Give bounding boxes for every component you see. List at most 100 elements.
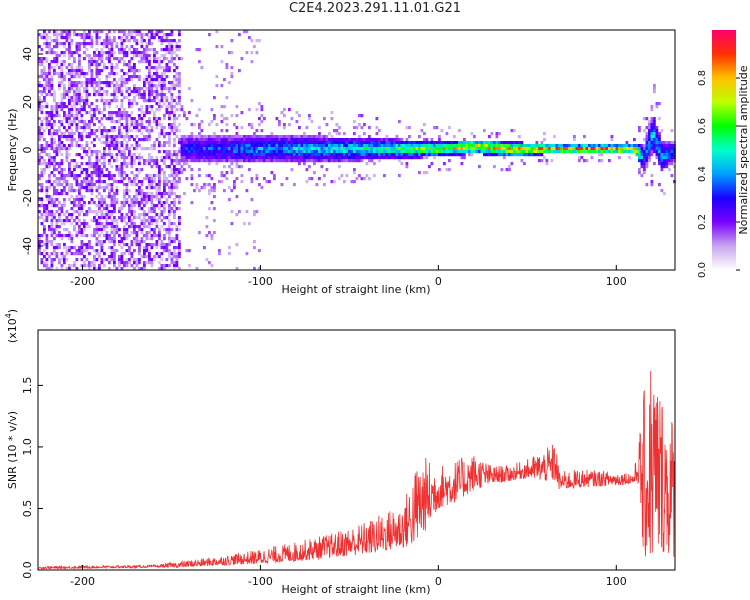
spectrogram-cell — [110, 120, 114, 124]
spectrogram-cell — [558, 147, 561, 151]
spectrogram-cell — [178, 93, 181, 97]
spectrogram-cell — [183, 159, 186, 163]
spectrogram-cell — [113, 261, 116, 265]
spectrogram-cell — [60, 120, 64, 124]
spectrogram-cell — [645, 165, 649, 169]
spectrogram-cell — [100, 216, 104, 220]
spectrogram-cell — [60, 159, 64, 163]
spectrogram-cell — [185, 159, 189, 163]
spectrogram-cell — [100, 168, 104, 172]
spectrogram-cell — [153, 90, 156, 94]
spectrogram-cell — [233, 159, 236, 163]
spectrogram-cell — [50, 138, 54, 142]
spectrogram-cell — [348, 138, 351, 142]
spectrogram-cell — [153, 117, 156, 121]
spectrogram-cell — [125, 45, 129, 49]
spectrogram-cell — [173, 216, 176, 220]
spectrogram-cell — [100, 156, 104, 160]
spectrogram-cell — [173, 237, 176, 241]
spectrogram-cell — [90, 261, 94, 265]
spectrogram-cell — [58, 138, 61, 142]
spectrogram-cell — [118, 87, 121, 91]
spectrogram-cell — [493, 153, 496, 157]
spectrogram-cell — [140, 228, 144, 232]
spectrogram-cell — [138, 114, 141, 118]
spectrogram-cell — [178, 228, 181, 232]
spectrogram-cell — [658, 162, 661, 166]
spectrogram-cell — [158, 177, 161, 181]
spectrogram-cell — [133, 138, 136, 142]
spectrogram-cell — [215, 141, 219, 145]
spectrogram-cell — [403, 153, 406, 157]
spectrogram-cell — [73, 120, 76, 124]
spectrogram-cell — [120, 84, 124, 88]
spectrogram-cell — [103, 108, 106, 112]
spectrogram-cell — [253, 246, 256, 250]
spectrogram-cell — [103, 129, 106, 133]
spectrogram-cell — [128, 150, 131, 154]
spectrogram-cell — [608, 150, 611, 154]
spectrogram-cell — [255, 159, 259, 163]
spectrogram-cell — [155, 240, 159, 244]
spectrogram-cell — [170, 126, 174, 130]
spectrogram-cell — [73, 174, 76, 178]
spectrogram-cell — [168, 60, 171, 64]
spectrogram-cell — [240, 57, 244, 61]
spectrogram-cell — [160, 156, 164, 160]
spectrogram-cell — [133, 237, 136, 241]
spectrogram-cell — [418, 141, 421, 145]
spectrogram-cell — [105, 213, 109, 217]
spectrogram-cell — [90, 72, 94, 76]
spectrogram-cell — [175, 153, 179, 157]
spectrogram-cell — [88, 261, 91, 265]
spectrogram-cell — [158, 93, 161, 97]
spectrogram-cell — [65, 252, 69, 256]
spectrogram-cell — [163, 243, 166, 247]
spectrogram-cell — [118, 228, 121, 232]
spectrogram-cell — [155, 174, 159, 178]
spectrogram-cell — [225, 156, 229, 160]
spectrogram-cell — [240, 141, 244, 145]
spectrogram-cell — [55, 39, 59, 43]
spectrogram-cell — [100, 42, 104, 46]
spectrogram-cell — [363, 147, 366, 151]
spectrogram-cell — [63, 258, 66, 262]
spectrogram-cell — [148, 30, 151, 34]
spectrogram-cell — [325, 123, 329, 127]
spectrogram-cell — [648, 144, 651, 148]
spectrogram-cell — [148, 219, 151, 223]
spectrogram-cell — [110, 210, 114, 214]
spectrogram-cell — [50, 108, 54, 112]
spectrogram-cell — [503, 141, 506, 145]
y-tick-label: 0.5 — [21, 500, 34, 518]
spectrogram-cell — [650, 120, 654, 124]
spectrogram-cell — [168, 48, 171, 52]
spectrogram-cell — [488, 144, 491, 148]
spectrogram-cell — [80, 195, 84, 199]
spectrogram-cell — [125, 228, 129, 232]
spectrogram-cell — [408, 147, 411, 151]
spectrogram-cell — [128, 114, 131, 118]
spectrogram-cell — [520, 153, 524, 157]
spectrogram-cell — [143, 39, 146, 43]
spectrogram-cell — [120, 51, 124, 55]
spectrogram-cell — [175, 96, 179, 100]
spectrogram-cell — [83, 249, 86, 253]
spectrogram-cell — [170, 33, 174, 37]
spectrogram-cell — [53, 150, 56, 154]
spectrogram-cell — [273, 177, 276, 181]
spectrogram-cell — [158, 252, 161, 256]
spectrogram-cell — [148, 123, 151, 127]
spectrogram-cell — [50, 60, 54, 64]
spectrogram-cell — [50, 195, 54, 199]
spectrogram-cell — [110, 225, 114, 229]
spectrogram-cell — [130, 123, 134, 127]
spectrogram-cell — [425, 144, 429, 148]
spectrogram-cell — [63, 189, 66, 193]
spectrogram-cell — [260, 129, 264, 133]
spectrogram-cell — [278, 144, 281, 148]
spectrogram-cell — [110, 174, 114, 178]
spectrogram-cell — [55, 246, 59, 250]
spectrogram-cell — [168, 42, 171, 46]
spectrogram-cell — [285, 156, 289, 160]
